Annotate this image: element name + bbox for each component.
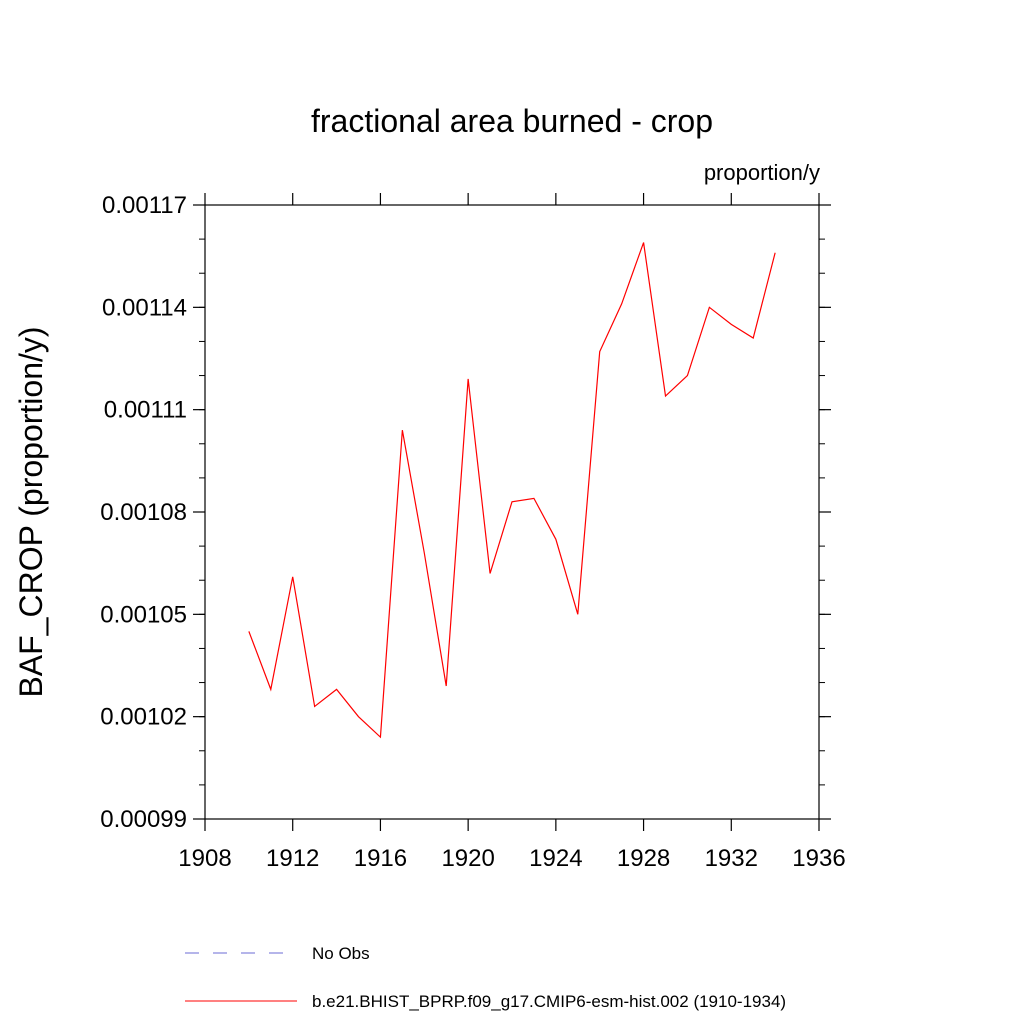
axis-ticks: 1908 1912 1916 1920 1924 1928 1932 1936 0.00099 0… xyxy=(100,192,845,872)
x-tick-label: 1912 xyxy=(266,845,319,872)
y-tick-label: 0.00105 xyxy=(100,601,187,628)
y-tick-label: 0.00117 xyxy=(102,192,187,219)
y-tick-label: 0.00108 xyxy=(100,499,187,526)
legend-label-1: b.e21.BHIST_BPRP.f09_g17.CMIP6-esm-hist.… xyxy=(312,992,786,1011)
y-tick-label: 0.00114 xyxy=(102,294,187,321)
x-tick-label: 1916 xyxy=(354,845,407,872)
y-tick-label: 0.00102 xyxy=(100,704,187,731)
series-layer xyxy=(248,242,776,739)
y-axis-label: BAF_CROP (proportion/y) xyxy=(13,326,49,697)
y-tick-label: 0.00111 xyxy=(104,397,187,424)
units-label: proportion/y xyxy=(704,160,820,185)
legend-label-0: No Obs xyxy=(312,944,370,963)
x-tick-label: 1928 xyxy=(617,845,670,872)
x-tick-label: 1920 xyxy=(441,845,494,872)
x-tick-label: 1924 xyxy=(529,845,582,872)
x-tick-label: 1908 xyxy=(178,845,231,872)
series-line-0 xyxy=(248,242,776,739)
legend: No Obs b.e21.BHIST_BPRP.f09_g17.CMIP6-esm… xyxy=(185,944,786,1011)
x-tick-label: 1932 xyxy=(705,845,758,872)
plot-frame xyxy=(204,204,820,820)
y-tick-label: 0.00099 xyxy=(100,806,187,833)
chart-title: fractional area burned - crop xyxy=(311,103,713,139)
x-tick-label: 1936 xyxy=(792,845,845,872)
